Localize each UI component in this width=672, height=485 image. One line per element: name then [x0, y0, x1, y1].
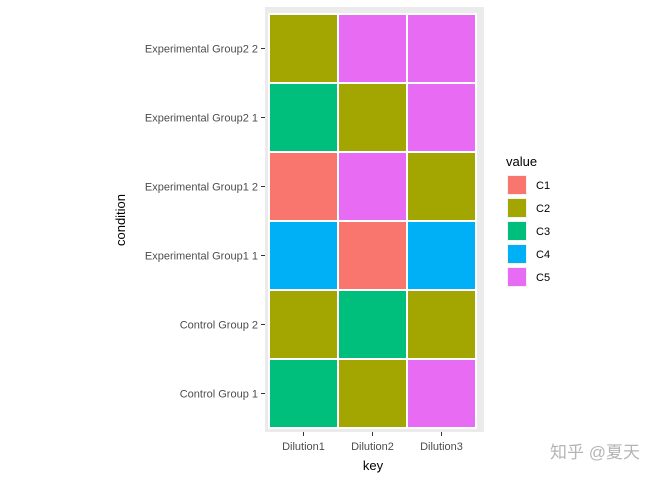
legend-label: C3 [536, 226, 550, 238]
legend-label: C2 [536, 203, 550, 215]
heatmap-tiles [268, 13, 477, 429]
y-axis-title: condition [113, 194, 128, 246]
heatmap-tile [406, 358, 477, 429]
y-tick-label: Experimental Group2 1 [145, 113, 258, 125]
heatmap-tile [268, 220, 339, 291]
legend-label: C5 [536, 272, 550, 284]
legend-swatch [508, 222, 526, 240]
heatmap-tile [406, 13, 477, 84]
legend-label: C4 [536, 249, 550, 261]
heatmap-tile [268, 358, 339, 429]
heatmap-tile [268, 13, 339, 84]
heatmap-tile [337, 82, 408, 153]
legend-swatch [508, 199, 526, 217]
x-axis-ticks: Dilution1 Dilution2 Dilution3 [282, 432, 463, 453]
legend-label: C1 [536, 180, 550, 192]
heatmap-tile [337, 13, 408, 84]
y-tick-label: Experimental Group1 2 [145, 182, 258, 194]
watermark-text: 知乎 @夏天 [550, 443, 640, 462]
y-tick-label: Control Group 2 [180, 320, 258, 332]
legend-swatch [508, 176, 526, 194]
heatmap-tile [268, 151, 339, 222]
y-axis-ticks: Control Group 1 Control Group 2 Experiment… [145, 44, 265, 401]
y-tick-label: Experimental Group1 1 [145, 251, 258, 263]
legend: C1 C2 C3 C4 C5 [507, 175, 550, 287]
x-axis-title: key [363, 458, 384, 473]
heatmap-tile [337, 220, 408, 291]
y-tick-label: Experimental Group2 2 [145, 44, 258, 56]
x-tick-label: Dilution3 [420, 441, 463, 453]
x-tick-label: Dilution1 [282, 441, 325, 453]
legend-title: value [506, 154, 537, 169]
heatmap-tile [268, 289, 339, 360]
heatmap-tile [337, 358, 408, 429]
heatmap-tile [406, 151, 477, 222]
heatmap-tile [406, 289, 477, 360]
heatmap-tile [337, 151, 408, 222]
legend-swatch [508, 245, 526, 263]
heatmap-tile [268, 82, 339, 153]
heatmap-tile [406, 220, 477, 291]
legend-swatch [508, 268, 526, 286]
heatmap-tile [406, 82, 477, 153]
x-tick-label: Dilution2 [351, 441, 394, 453]
y-tick-label: Control Group 1 [180, 389, 258, 401]
heatmap-tile [337, 289, 408, 360]
